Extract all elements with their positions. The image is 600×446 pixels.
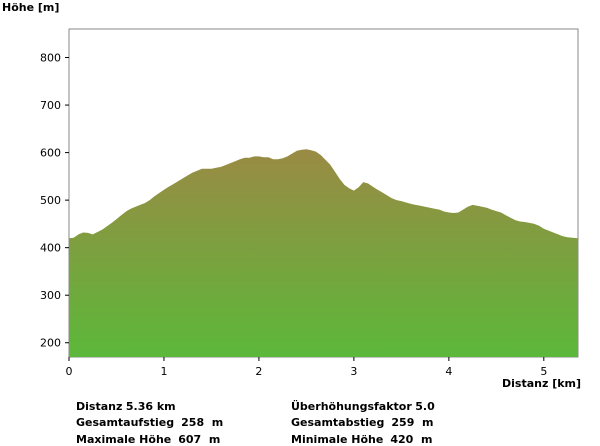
- stat-min-label: Minimale Höhe: [291, 433, 384, 446]
- stat-descent-label: Gesamtabstieg: [291, 416, 385, 429]
- x-tick-label-2: 2: [255, 365, 262, 378]
- y-axis-label: Höhe [m]: [2, 1, 60, 14]
- stat-ascent-value: 258 m: [181, 416, 224, 429]
- y-tick-label-800: 800: [40, 52, 61, 65]
- x-tick-label-5: 5: [540, 365, 547, 378]
- stat-max-elevation: Maximale Höhe 607 m: [69, 422, 220, 446]
- x-tick-label-3: 3: [350, 365, 357, 378]
- elevation-area: [69, 149, 578, 357]
- stat-descent-value: 259 m: [391, 416, 434, 429]
- stat-min-value: 420 m: [390, 433, 433, 446]
- stat-ascent: Gesamtaufstieg 258 m: [69, 405, 223, 429]
- stat-distance: Distanz 5.36 km: [69, 389, 176, 413]
- stat-exaggeration: Überhöhungsfaktor 5.0: [284, 389, 435, 413]
- x-tick-label-1: 1: [160, 365, 167, 378]
- y-tick-label-700: 700: [40, 99, 61, 112]
- y-tick-label-500: 500: [40, 194, 61, 207]
- stat-min-elevation: Minimale Höhe 420 m: [284, 422, 432, 446]
- y-tick-label-300: 300: [40, 289, 61, 302]
- stat-max-value: 607 m: [178, 433, 221, 446]
- stat-max-label: Maximale Höhe: [76, 433, 172, 446]
- x-axis-label: Distanz [km]: [502, 377, 582, 390]
- stat-exaggeration-value: 5.0: [415, 400, 435, 413]
- stat-descent: Gesamtabstieg 259 m: [284, 405, 433, 429]
- x-tick-label-0: 0: [66, 365, 73, 378]
- y-tick-label-600: 600: [40, 147, 61, 160]
- stat-distance-label: Distanz: [76, 400, 123, 413]
- y-tick-label-400: 400: [40, 242, 61, 255]
- stat-distance-value: 5.36 km: [125, 400, 176, 413]
- y-tick-label-200: 200: [40, 337, 61, 350]
- stat-exaggeration-label: Überhöhungsfaktor: [291, 400, 412, 413]
- x-tick-label-4: 4: [445, 365, 452, 378]
- stat-ascent-label: Gesamtaufstieg: [76, 416, 175, 429]
